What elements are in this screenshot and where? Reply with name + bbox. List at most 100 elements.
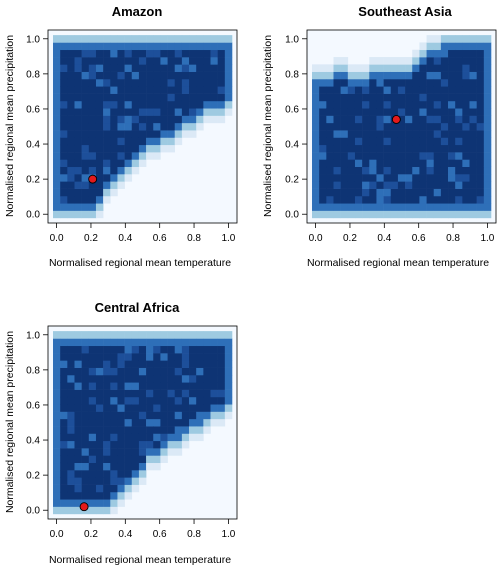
heatmap-cell bbox=[60, 382, 68, 390]
heatmap-cell bbox=[483, 108, 492, 116]
heatmap-cell bbox=[369, 86, 377, 94]
heatmap-cell bbox=[124, 455, 133, 464]
heatmap-cell bbox=[354, 144, 363, 153]
x-axis-label: Normalised regional mean temperature bbox=[49, 257, 231, 269]
heatmap-cell bbox=[110, 404, 118, 412]
heatmap-cell bbox=[146, 78, 154, 87]
heatmap-cell bbox=[146, 130, 154, 138]
heatmap-cell bbox=[354, 188, 363, 197]
heatmap-cell bbox=[426, 115, 435, 124]
heatmap-cell bbox=[312, 137, 320, 146]
heatmap-cell bbox=[81, 144, 90, 153]
heatmap-cell bbox=[419, 203, 427, 211]
heatmap-cell bbox=[160, 455, 168, 464]
heatmap-cell bbox=[124, 166, 133, 175]
heatmap-cell bbox=[117, 100, 125, 109]
heatmap-cell bbox=[397, 181, 406, 189]
heatmap-cell bbox=[81, 159, 90, 168]
heatmap-cell bbox=[397, 64, 406, 72]
heatmap-cell bbox=[347, 130, 356, 138]
heatmap-cell bbox=[319, 108, 327, 116]
heatmap-cell bbox=[53, 345, 61, 354]
heatmap-cell bbox=[95, 100, 104, 109]
heatmap-cell bbox=[95, 360, 104, 368]
heatmap-cell bbox=[210, 78, 218, 87]
heatmap-cell bbox=[312, 93, 320, 102]
heatmap-cell bbox=[60, 100, 68, 109]
heatmap-cell bbox=[419, 122, 427, 131]
heatmap-cell bbox=[110, 100, 118, 109]
heatmap-cell bbox=[448, 93, 456, 102]
heatmap-cell bbox=[110, 477, 118, 485]
heatmap-cell bbox=[319, 64, 327, 72]
heatmap-cell bbox=[53, 130, 61, 138]
heatmap-cell bbox=[174, 331, 183, 339]
heatmap-cell bbox=[405, 166, 413, 175]
heatmap-cell bbox=[397, 57, 406, 65]
heatmap-cell bbox=[117, 491, 125, 500]
heatmap-cell bbox=[455, 152, 463, 160]
heatmap-cell bbox=[95, 49, 104, 58]
heatmap-cell bbox=[110, 188, 118, 197]
heatmap-cell bbox=[476, 130, 485, 138]
heatmap-cell bbox=[174, 426, 183, 434]
y-tick-label: 0.8 bbox=[285, 69, 299, 80]
heatmap-cell bbox=[60, 448, 68, 456]
heatmap-cell bbox=[60, 433, 68, 442]
heatmap-cell bbox=[174, 396, 183, 405]
heatmap-cell bbox=[117, 367, 125, 376]
heatmap-cell bbox=[88, 71, 97, 80]
heatmap-cell bbox=[81, 367, 90, 376]
x-tick-label: 0.4 bbox=[118, 529, 132, 540]
heatmap-cell bbox=[462, 115, 470, 124]
heatmap-cell bbox=[67, 86, 75, 94]
heatmap-cell bbox=[347, 174, 356, 182]
heatmap-cell bbox=[326, 166, 334, 175]
heatmap-cell bbox=[67, 174, 75, 182]
heatmap-cell bbox=[405, 130, 413, 138]
heatmap-cell bbox=[110, 484, 118, 493]
heatmap-cell bbox=[347, 203, 356, 211]
heatmap-cell bbox=[196, 382, 204, 390]
x-tick-label: 1.0 bbox=[221, 233, 235, 244]
heatmap-cell bbox=[426, 71, 435, 80]
heatmap-cell bbox=[167, 331, 176, 339]
heatmap-cell bbox=[103, 152, 111, 160]
heatmap-cell bbox=[131, 338, 140, 347]
y-tick-label: 0.8 bbox=[26, 69, 40, 80]
heatmap-cell bbox=[67, 426, 75, 434]
heatmap-cell bbox=[81, 78, 90, 87]
heatmap-cell bbox=[476, 49, 485, 58]
heatmap-cell bbox=[390, 195, 399, 204]
heatmap-cell bbox=[483, 130, 492, 138]
heatmap-cell bbox=[203, 100, 211, 109]
heatmap-cell bbox=[319, 181, 327, 189]
heatmap-cell bbox=[88, 345, 97, 354]
heatmap-cell bbox=[312, 115, 320, 124]
heatmap-cell bbox=[153, 338, 161, 347]
heatmap-cell bbox=[369, 181, 377, 189]
heatmap-cell bbox=[210, 396, 218, 405]
heatmap-cell bbox=[189, 130, 197, 138]
heatmap-cell bbox=[53, 448, 61, 456]
heatmap-cell bbox=[110, 433, 118, 442]
heatmap-cell bbox=[138, 448, 147, 456]
heatmap-cell bbox=[95, 484, 104, 493]
heatmap-cell bbox=[362, 166, 370, 175]
heatmap-cell bbox=[433, 71, 442, 80]
panel-central-africa: Central Africa 0.0 0.2 0.4 0.6 0.8 1.0 0.00.2… bbox=[4, 300, 238, 566]
heatmap-cell bbox=[224, 49, 233, 58]
heatmap-cell bbox=[138, 49, 147, 58]
heatmap-cell bbox=[196, 426, 204, 434]
heatmap-cell bbox=[196, 49, 204, 58]
heatmap-cell bbox=[189, 338, 197, 347]
heatmap-cell bbox=[88, 57, 97, 65]
heatmap-cell bbox=[347, 195, 356, 204]
heatmap-cell bbox=[124, 35, 133, 43]
heatmap-cell bbox=[167, 396, 176, 405]
heatmap-cell bbox=[469, 166, 477, 175]
heatmap-cell bbox=[354, 166, 363, 175]
heatmap-cell bbox=[196, 93, 204, 102]
heatmap-cell bbox=[74, 35, 82, 43]
heatmap-cell bbox=[369, 93, 377, 102]
